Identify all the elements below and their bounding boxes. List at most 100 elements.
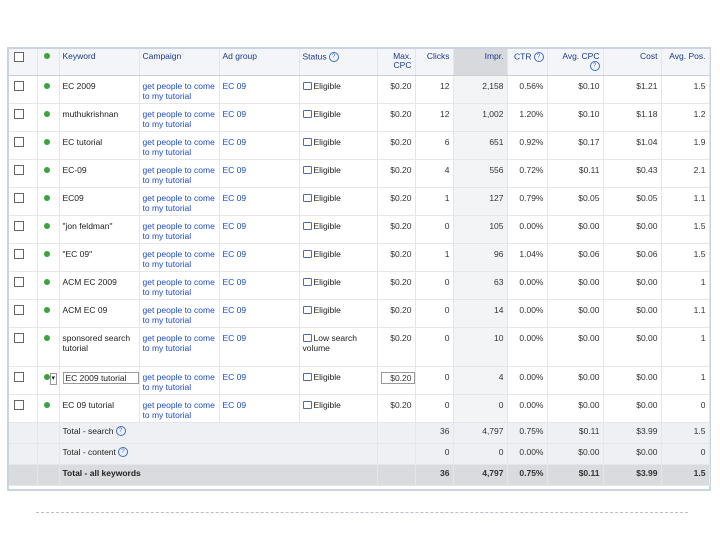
ad-group-link[interactable]: EC 09: [222, 136, 247, 147]
speech-bubble-icon[interactable]: [302, 334, 312, 343]
enabled-dot-icon[interactable]: [43, 138, 50, 145]
row-select-cell[interactable]: [9, 159, 38, 188]
header-status[interactable]: Status?: [299, 49, 378, 76]
campaign-link[interactable]: get people to come to my tutorial: [142, 220, 215, 241]
row-checkbox[interactable]: [14, 80, 24, 91]
row-checkbox[interactable]: [14, 248, 24, 259]
row-enabled-cell[interactable]: [37, 327, 60, 367]
speech-bubble-icon[interactable]: [302, 110, 312, 119]
ad-group-cell[interactable]: EC 09: [219, 327, 300, 367]
enabled-dot-icon[interactable]: [43, 166, 50, 173]
status-cell[interactable]: Eligible: [299, 187, 378, 216]
max-cpc-cell[interactable]: $0.20: [377, 131, 416, 160]
row-checkbox[interactable]: [14, 371, 24, 382]
row-checkbox[interactable]: [14, 164, 24, 175]
speech-bubble-icon[interactable]: [302, 222, 312, 231]
row-enabled-cell[interactable]: [37, 394, 60, 423]
status-cell[interactable]: Eligible: [299, 271, 378, 300]
row-select-cell[interactable]: [9, 103, 38, 132]
ad-group-cell[interactable]: EC 09: [219, 131, 300, 160]
header-campaign[interactable]: Campaign: [139, 49, 220, 76]
row-checkbox[interactable]: [14, 399, 24, 410]
table-row[interactable]: "jon feldman" get people to come to my tu…: [9, 215, 710, 244]
header-keyword[interactable]: Keyword: [59, 49, 140, 76]
campaign-cell[interactable]: get people to come to my tutorial: [139, 394, 220, 423]
speech-bubble-icon[interactable]: [302, 278, 312, 287]
ad-group-link[interactable]: EC 09: [222, 371, 247, 382]
speech-bubble-icon[interactable]: [302, 194, 312, 203]
campaign-cell[interactable]: get people to come to my tutorial: [139, 131, 220, 160]
row-select-cell[interactable]: [9, 366, 38, 395]
row-checkbox[interactable]: [14, 192, 24, 203]
keyword-edit-input[interactable]: EC 2009 tutorial: [62, 371, 138, 384]
campaign-link[interactable]: get people to come to my tutorial: [142, 136, 215, 157]
keyword-cell[interactable]: EC 2009 tutorial: [59, 366, 140, 395]
campaign-cell[interactable]: get people to come to my tutorial: [139, 187, 220, 216]
max-cpc-cell[interactable]: $0.20: [377, 215, 416, 244]
ad-group-link[interactable]: EC 09: [222, 164, 247, 175]
row-checkbox[interactable]: [14, 332, 24, 343]
table-row[interactable]: ACM EC 2009 get people to come to my tuto…: [9, 271, 710, 300]
max-cpc-cell[interactable]: $0.20: [377, 366, 416, 395]
max-cpc-cell[interactable]: $0.20: [377, 159, 416, 188]
status-cell[interactable]: Eligible: [299, 394, 378, 423]
enabled-dot-icon[interactable]: [43, 278, 50, 285]
header-avg-pos[interactable]: Avg. Pos.: [661, 49, 710, 76]
row-enabled-cell[interactable]: [37, 215, 60, 244]
ad-group-link[interactable]: EC 09: [222, 304, 247, 315]
help-icon[interactable]: ?: [115, 426, 126, 437]
ad-group-cell[interactable]: EC 09: [219, 243, 300, 272]
row-enabled-cell[interactable]: [37, 299, 60, 328]
campaign-link[interactable]: get people to come to my tutorial: [142, 371, 215, 392]
row-select-cell[interactable]: [9, 75, 38, 104]
help-icon[interactable]: ?: [589, 61, 600, 71]
campaign-cell[interactable]: get people to come to my tutorial: [139, 159, 220, 188]
ad-group-cell[interactable]: EC 09: [219, 271, 300, 300]
row-checkbox[interactable]: [14, 108, 24, 119]
row-enabled-cell[interactable]: [37, 159, 60, 188]
max-cpc-cell[interactable]: $0.20: [377, 75, 416, 104]
enabled-dot-icon[interactable]: [43, 306, 50, 313]
campaign-link[interactable]: get people to come to my tutorial: [142, 276, 215, 297]
campaign-cell[interactable]: get people to come to my tutorial: [139, 103, 220, 132]
enabled-dot-icon[interactable]: [43, 110, 50, 117]
ad-group-link[interactable]: EC 09: [222, 276, 247, 287]
chevron-down-icon[interactable]: ▾: [49, 372, 58, 385]
ad-group-link[interactable]: EC 09: [222, 192, 247, 203]
status-cell[interactable]: Eligible: [299, 103, 378, 132]
max-cpc-cell[interactable]: $0.20: [377, 243, 416, 272]
row-enabled-cell[interactable]: [37, 187, 60, 216]
table-row[interactable]: "EC 09" get people to come to my tutorial…: [9, 243, 710, 272]
table-row[interactable]: sponsored search tutorial get people to c…: [9, 327, 710, 367]
table-row[interactable]: EC-09 get people to come to my tutorial EC…: [9, 159, 710, 188]
table-row[interactable]: EC09 get people to come to my tutorial EC …: [9, 187, 710, 216]
enabled-dot-icon[interactable]: [43, 82, 50, 89]
enabled-dot-icon[interactable]: [43, 250, 50, 257]
enabled-dot-icon[interactable]: [43, 194, 50, 201]
table-row[interactable]: ACM EC 09 get people to come to my tutori…: [9, 299, 710, 328]
campaign-link[interactable]: get people to come to my tutorial: [142, 164, 215, 185]
campaign-link[interactable]: get people to come to my tutorial: [142, 399, 215, 420]
enabled-dot-icon[interactable]: [43, 334, 50, 341]
row-checkbox[interactable]: [14, 220, 24, 231]
campaign-cell[interactable]: get people to come to my tutorial: [139, 243, 220, 272]
ad-group-cell[interactable]: EC 09: [219, 366, 300, 395]
row-checkbox[interactable]: [14, 136, 24, 147]
table-row[interactable]: muthukrishnan get people to come to my tu…: [9, 103, 710, 132]
row-select-cell[interactable]: [9, 243, 38, 272]
ad-group-cell[interactable]: EC 09: [219, 75, 300, 104]
max-cpc-cell[interactable]: $0.20: [377, 299, 416, 328]
max-cpc-cell[interactable]: $0.20: [377, 327, 416, 367]
status-cell[interactable]: Low search volume: [299, 327, 378, 367]
table-row[interactable]: EC 2009 get people to come to my tutorial…: [9, 75, 710, 104]
row-select-cell[interactable]: [9, 327, 38, 367]
speech-bubble-icon[interactable]: [302, 82, 312, 91]
row-checkbox[interactable]: [14, 276, 24, 287]
campaign-link[interactable]: get people to come to my tutorial: [142, 332, 215, 353]
speech-bubble-icon[interactable]: [302, 250, 312, 259]
status-cell[interactable]: Eligible: [299, 131, 378, 160]
campaign-link[interactable]: get people to come to my tutorial: [142, 192, 215, 213]
header-ad-group[interactable]: Ad group: [219, 49, 300, 76]
select-all-checkbox[interactable]: [14, 52, 24, 62]
header-impr[interactable]: Impr.: [453, 49, 508, 76]
